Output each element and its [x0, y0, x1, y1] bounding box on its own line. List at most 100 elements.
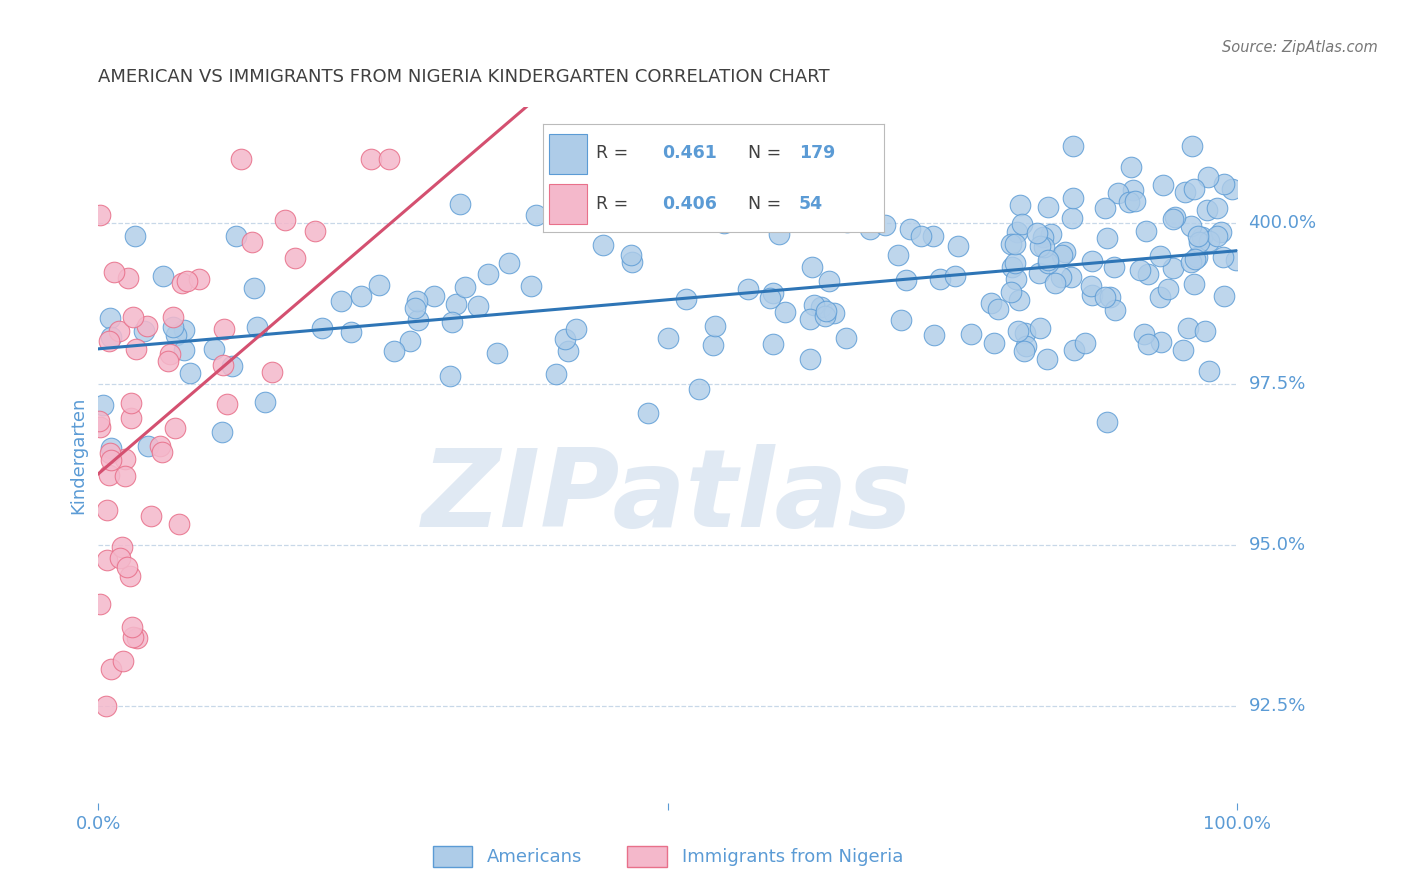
Point — [1118, 194, 1140, 209]
Point — [89, 208, 111, 222]
Point — [929, 272, 952, 286]
Point — [1184, 252, 1206, 266]
Point — [1161, 211, 1184, 226]
Point — [1000, 285, 1022, 299]
Point — [1060, 211, 1083, 225]
Point — [112, 654, 135, 668]
Point — [114, 469, 136, 483]
Point — [762, 285, 785, 300]
Point — [254, 395, 277, 409]
Point — [1080, 279, 1102, 293]
Point — [118, 568, 141, 582]
Point — [520, 278, 543, 293]
Point — [894, 273, 917, 287]
Point — [1001, 260, 1024, 274]
Point — [100, 453, 122, 467]
Point — [873, 219, 896, 233]
Point — [627, 152, 650, 166]
Point — [172, 277, 194, 291]
Point — [350, 289, 373, 303]
Point — [1136, 337, 1159, 351]
Point — [773, 305, 796, 319]
Point — [439, 369, 461, 384]
Point — [122, 630, 145, 644]
Point — [803, 298, 825, 312]
Point — [187, 272, 209, 286]
Point — [225, 229, 247, 244]
Text: ZIPatlas: ZIPatlas — [422, 443, 914, 549]
Point — [173, 323, 195, 337]
Point — [921, 228, 943, 243]
Point — [1008, 293, 1031, 307]
Point — [87, 414, 110, 428]
Point — [284, 251, 307, 265]
Point — [887, 248, 910, 262]
Point — [1194, 324, 1216, 338]
Point — [980, 295, 1002, 310]
Point — [124, 229, 146, 244]
Y-axis label: Kindergarten: Kindergarten — [69, 396, 87, 514]
Point — [1180, 254, 1202, 268]
Point — [657, 331, 679, 345]
Point — [768, 227, 790, 242]
Point — [152, 269, 174, 284]
Point — [176, 274, 198, 288]
Point — [1133, 326, 1156, 341]
Point — [304, 224, 326, 238]
Point — [111, 541, 134, 555]
Point — [1149, 290, 1171, 304]
Point — [557, 343, 579, 358]
Point — [762, 336, 785, 351]
Point — [1197, 170, 1219, 185]
Point — [1095, 416, 1118, 430]
Point — [150, 445, 173, 459]
Point — [799, 351, 821, 366]
Point — [96, 553, 118, 567]
Text: 92.5%: 92.5% — [1249, 698, 1306, 715]
Point — [1212, 289, 1234, 303]
Point — [1137, 267, 1160, 281]
Point — [125, 632, 148, 646]
Point — [340, 325, 363, 339]
Point — [1152, 178, 1174, 192]
Point — [890, 313, 912, 327]
Point — [100, 330, 122, 344]
Point — [98, 334, 121, 348]
Point — [1157, 282, 1180, 296]
Point — [139, 509, 162, 524]
Point — [100, 441, 122, 455]
Point — [1050, 247, 1073, 261]
Point — [1026, 226, 1049, 240]
Point — [983, 336, 1005, 351]
Point — [960, 326, 983, 341]
Point — [1104, 302, 1126, 317]
Point — [1004, 256, 1026, 270]
Point — [1094, 201, 1116, 215]
Point — [910, 228, 932, 243]
Point — [688, 382, 710, 396]
Point — [378, 152, 401, 166]
Point — [1123, 194, 1146, 209]
Point — [1195, 203, 1218, 218]
Point — [1164, 210, 1187, 224]
Point — [1225, 252, 1247, 267]
Point — [637, 406, 659, 420]
Point — [149, 439, 172, 453]
Point — [1171, 343, 1194, 357]
Text: Source: ZipAtlas.com: Source: ZipAtlas.com — [1222, 40, 1378, 55]
Point — [1174, 185, 1197, 199]
Point — [441, 315, 464, 329]
Point — [737, 282, 759, 296]
Point — [330, 294, 353, 309]
Point — [136, 439, 159, 453]
Point — [759, 291, 782, 305]
Point — [1039, 227, 1062, 242]
Point — [1053, 244, 1076, 259]
Point — [467, 299, 489, 313]
Point — [823, 306, 845, 320]
Point — [157, 354, 180, 368]
Point — [1049, 270, 1071, 285]
Point — [1182, 277, 1205, 291]
Point — [262, 365, 284, 379]
Point — [1005, 225, 1028, 239]
